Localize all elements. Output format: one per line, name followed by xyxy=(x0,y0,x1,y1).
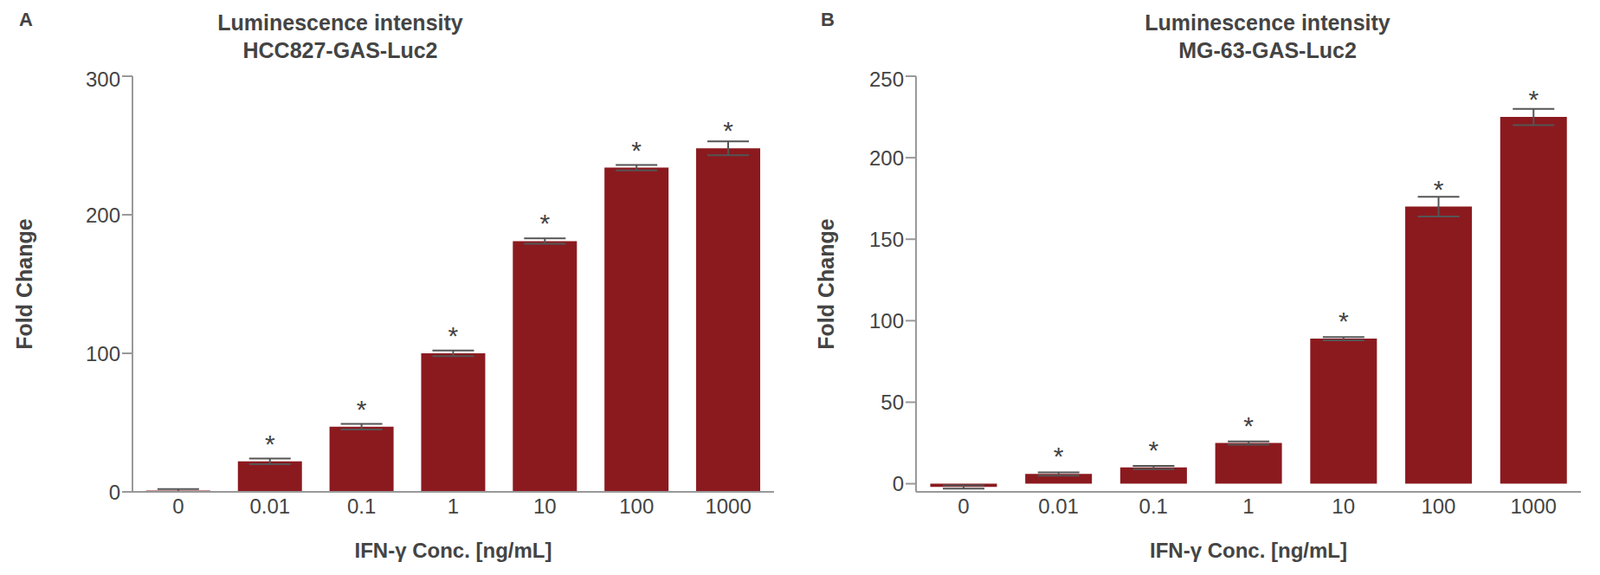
svg-text:0.1: 0.1 xyxy=(1139,494,1168,518)
svg-text:100: 100 xyxy=(85,341,121,366)
svg-text:*: * xyxy=(1053,441,1065,471)
svg-text:*: * xyxy=(631,135,642,165)
svg-text:300: 300 xyxy=(85,67,121,91)
svg-text:0.01: 0.01 xyxy=(249,494,291,518)
svg-text:1000: 1000 xyxy=(704,494,751,518)
svg-text:*: * xyxy=(1528,84,1539,114)
svg-text:Fold Change: Fold Change xyxy=(12,218,37,349)
html-text:Luminescence intensity: Luminescence intensity xyxy=(217,10,463,35)
svg-text:0.1: 0.1 xyxy=(347,494,376,518)
svg-text:Fold Change: Fold Change xyxy=(813,218,839,349)
svg-text:200: 200 xyxy=(85,203,121,227)
svg-text:*: * xyxy=(1148,435,1160,465)
svg-text:200: 200 xyxy=(869,146,904,170)
svg-text:250: 250 xyxy=(869,67,904,91)
svg-text:0: 0 xyxy=(172,494,184,518)
svg-text:0.01: 0.01 xyxy=(1038,494,1079,518)
html-text:HCC827-GAS-Luc2: HCC827-GAS-Luc2 xyxy=(242,38,438,63)
html-text:Luminescence intensity: Luminescence intensity xyxy=(1144,10,1391,35)
svg-text:150: 150 xyxy=(869,227,904,252)
svg-text:100: 100 xyxy=(619,494,654,518)
svg-text:*: * xyxy=(539,208,550,238)
svg-text:10: 10 xyxy=(533,494,557,518)
svg-text:50: 50 xyxy=(880,390,904,414)
svg-text:*: * xyxy=(1338,306,1349,336)
svg-text:IFN-γ Conc. [ng/mL]: IFN-γ Conc. [ng/mL] xyxy=(354,538,553,562)
svg-text:10: 10 xyxy=(1331,494,1355,518)
svg-text:*: * xyxy=(1433,174,1445,204)
html-text:A: A xyxy=(19,8,33,31)
svg-text:0: 0 xyxy=(109,480,121,504)
svg-text:*: * xyxy=(264,429,276,459)
svg-text:IFN-γ Conc. [ng/mL]: IFN-γ Conc. [ng/mL] xyxy=(1149,538,1348,562)
svg-text:100: 100 xyxy=(869,309,904,333)
svg-text:*: * xyxy=(448,321,459,350)
svg-text:1000: 1000 xyxy=(1509,494,1556,518)
svg-text:*: * xyxy=(722,116,734,145)
svg-text:1: 1 xyxy=(447,494,459,518)
html-text:MG-63-GAS-Luc2: MG-63-GAS-Luc2 xyxy=(1178,38,1357,63)
svg-text:*: * xyxy=(356,394,368,424)
svg-text:100: 100 xyxy=(1420,494,1456,518)
svg-text:0: 0 xyxy=(892,471,904,496)
svg-text:1: 1 xyxy=(1242,494,1254,518)
svg-text:*: * xyxy=(1243,411,1254,440)
html-text:B: B xyxy=(820,8,835,31)
svg-text:0: 0 xyxy=(957,494,969,518)
